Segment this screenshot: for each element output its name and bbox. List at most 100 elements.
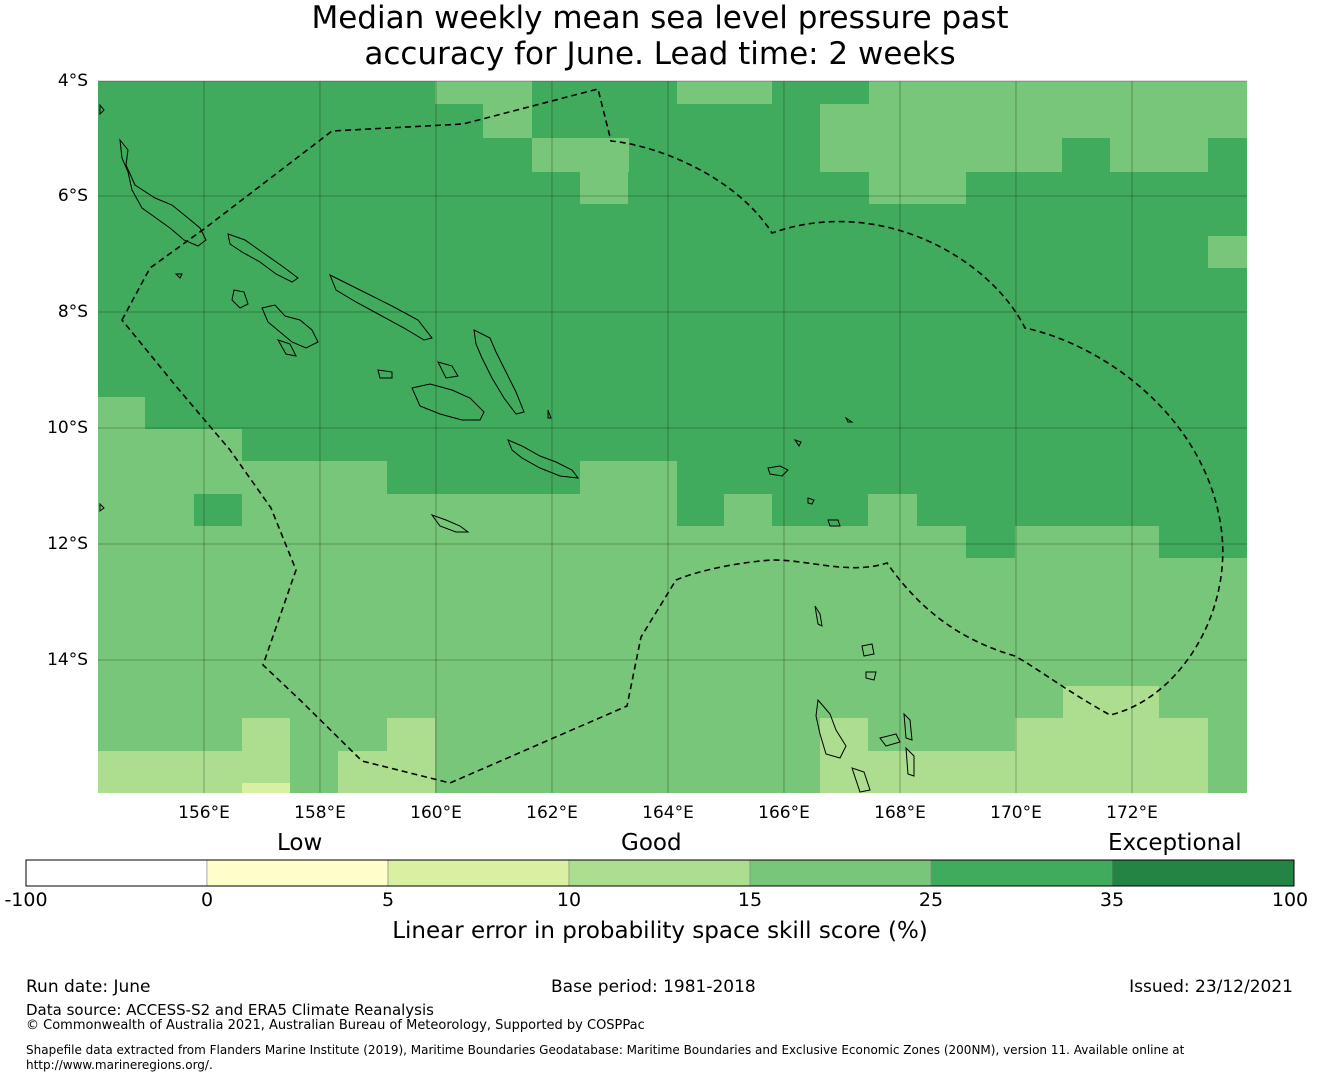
torres-islands xyxy=(814,605,823,627)
lat-label: 14°S xyxy=(47,650,88,670)
skill-cell xyxy=(869,81,1247,104)
issued-date: Issued: 23/12/2021 xyxy=(1129,977,1293,997)
colorbar-tick: 0 xyxy=(200,889,214,911)
colorbar-tick: 100 xyxy=(1271,889,1309,911)
lat-label: 12°S xyxy=(47,534,88,554)
small-islet xyxy=(99,502,105,512)
santa-isabel-island xyxy=(329,273,433,341)
guadalcanal-island xyxy=(411,383,485,421)
lon-label: 164°E xyxy=(642,803,694,823)
skill-cell xyxy=(483,104,532,138)
colorbar xyxy=(25,859,1295,887)
vella-lavella-island xyxy=(231,289,249,309)
skill-cell xyxy=(917,526,966,793)
ambae-island xyxy=(879,733,901,747)
small-islet xyxy=(793,439,802,447)
small-islet xyxy=(174,273,183,279)
skill-cell xyxy=(869,172,966,204)
lon-label: 166°E xyxy=(758,803,810,823)
skill-cell xyxy=(1208,236,1247,268)
santa-cruz-island xyxy=(767,465,789,477)
map-title: Median weekly mean sea level pressure pa… xyxy=(0,0,1320,72)
category-low-label: Low xyxy=(277,830,323,856)
gridlines xyxy=(98,80,1247,793)
lat-label: 8°S xyxy=(57,302,88,322)
skill-cell xyxy=(677,81,772,104)
maewo-island xyxy=(903,712,913,741)
data-source: Data source: ACCESS-S2 and ERA5 Climate … xyxy=(26,1001,434,1019)
colorbar-tick: -100 xyxy=(4,889,48,911)
nggela-islands xyxy=(437,361,459,379)
run-date: Run date: June xyxy=(26,977,151,997)
colorbar-tick: 10 xyxy=(556,889,582,911)
russell-islands xyxy=(377,369,393,379)
coastlines xyxy=(99,103,915,793)
skill-cells xyxy=(98,81,1247,793)
colorbar-segment xyxy=(25,859,208,887)
shapefile-credit-line-1: Shapefile data extracted from Flanders M… xyxy=(26,1043,1185,1057)
skill-cell xyxy=(194,494,242,526)
rendova-island xyxy=(276,339,297,357)
skill-cell xyxy=(242,718,290,793)
new-georgia-island xyxy=(261,304,319,349)
category-exceptional-label: Exceptional xyxy=(1108,830,1242,856)
title-line-2: accuracy for June. Lead time: 2 weeks xyxy=(364,36,956,72)
gaua-island xyxy=(865,671,877,681)
lon-label: 168°E xyxy=(874,803,926,823)
skill-cell xyxy=(1063,686,1159,718)
lon-label: 170°E xyxy=(990,803,1042,823)
rennell-island xyxy=(430,513,470,533)
skill-cell xyxy=(677,526,724,793)
skill-cell xyxy=(1110,138,1208,172)
colorbar-tick: 25 xyxy=(918,889,944,911)
colorbar-tick: 5 xyxy=(381,889,395,911)
skill-cell xyxy=(724,494,772,793)
lat-label: 6°S xyxy=(57,186,88,206)
skill-cell xyxy=(387,718,435,793)
utupua-island xyxy=(807,497,815,505)
malaita-island xyxy=(473,329,525,415)
choiseul-island xyxy=(227,233,299,283)
skill-cell xyxy=(532,138,629,172)
shapefile-credit-line-2: http://www.marineregions.org/. xyxy=(26,1058,213,1072)
skill-cell xyxy=(820,104,1247,138)
small-islet xyxy=(844,416,854,423)
eez-boundary xyxy=(121,88,1224,784)
lon-label: 162°E xyxy=(526,803,578,823)
lat-label: 4°S xyxy=(57,71,88,91)
skill-cell xyxy=(820,718,868,793)
lon-label: 172°E xyxy=(1106,803,1158,823)
skill-cell xyxy=(242,783,290,793)
skill-cell xyxy=(820,138,1062,172)
title-line-1: Median weekly mean sea level pressure pa… xyxy=(311,0,1009,36)
category-good-label: Good xyxy=(621,830,682,856)
lon-label: 160°E xyxy=(410,803,462,823)
skill-cell xyxy=(580,172,628,204)
colorbar-segment xyxy=(1111,859,1295,887)
colorbar-frame xyxy=(25,859,1295,887)
lon-label: 156°E xyxy=(178,803,230,823)
vanikoro-island xyxy=(827,519,841,527)
shapefile-credit: Shapefile data extracted from Flanders M… xyxy=(26,1043,1286,1073)
colorbar-segment xyxy=(206,859,389,887)
copyright-note: © Commonwealth of Australia 2021, Austra… xyxy=(26,1018,645,1033)
colorbar-tick: 35 xyxy=(1099,889,1125,911)
vanua-lava-island xyxy=(861,643,875,657)
small-islet xyxy=(547,409,552,419)
skill-cell xyxy=(98,751,242,793)
skill-cell xyxy=(868,494,917,526)
bougainville-island xyxy=(119,138,207,247)
colorbar-title: Linear error in probability space skill … xyxy=(392,918,928,944)
small-islet xyxy=(99,103,105,116)
colorbar-tick: 15 xyxy=(737,889,763,911)
base-period: Base period: 1981-2018 xyxy=(551,977,756,997)
colorbar-segment xyxy=(749,859,932,887)
colorbar-segment xyxy=(930,859,1113,887)
lon-label: 158°E xyxy=(294,803,346,823)
pentecost-island xyxy=(905,746,915,777)
espiritu-santo-island xyxy=(815,698,847,759)
skill-cell xyxy=(580,461,677,793)
lat-label: 10°S xyxy=(47,418,88,438)
makira-island xyxy=(507,439,580,479)
